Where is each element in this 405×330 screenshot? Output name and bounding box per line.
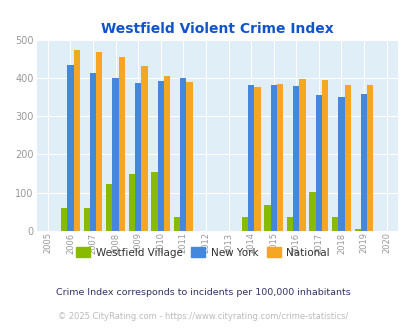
Bar: [331, 217, 337, 231]
Bar: [151, 173, 157, 231]
Bar: [186, 82, 192, 231]
Bar: [67, 65, 73, 231]
Bar: [173, 217, 180, 231]
Bar: [298, 79, 305, 231]
Bar: [286, 217, 292, 231]
Bar: [90, 73, 96, 231]
Bar: [180, 78, 186, 231]
Bar: [337, 97, 344, 231]
Bar: [276, 84, 282, 231]
Bar: [315, 95, 321, 231]
Title: Westfield Violent Crime Index: Westfield Violent Crime Index: [100, 22, 333, 36]
Bar: [135, 83, 141, 231]
Bar: [247, 85, 254, 231]
Bar: [128, 174, 135, 231]
Bar: [118, 57, 125, 231]
Legend: Westfield Village, New York, National: Westfield Village, New York, National: [72, 243, 333, 262]
Bar: [241, 217, 247, 231]
Bar: [264, 205, 270, 231]
Bar: [292, 86, 298, 231]
Text: Crime Index corresponds to incidents per 100,000 inhabitants: Crime Index corresponds to incidents per…: [55, 287, 350, 297]
Bar: [96, 52, 102, 231]
Bar: [321, 80, 328, 231]
Bar: [106, 184, 112, 231]
Bar: [141, 66, 147, 231]
Bar: [112, 78, 118, 231]
Bar: [73, 50, 80, 231]
Bar: [157, 81, 164, 231]
Bar: [270, 85, 276, 231]
Bar: [61, 208, 67, 231]
Bar: [254, 87, 260, 231]
Bar: [366, 85, 373, 231]
Bar: [360, 94, 366, 231]
Bar: [344, 85, 350, 231]
Bar: [164, 76, 170, 231]
Bar: [83, 208, 90, 231]
Bar: [354, 229, 360, 231]
Text: © 2025 CityRating.com - https://www.cityrating.com/crime-statistics/: © 2025 CityRating.com - https://www.city…: [58, 312, 347, 321]
Bar: [309, 192, 315, 231]
